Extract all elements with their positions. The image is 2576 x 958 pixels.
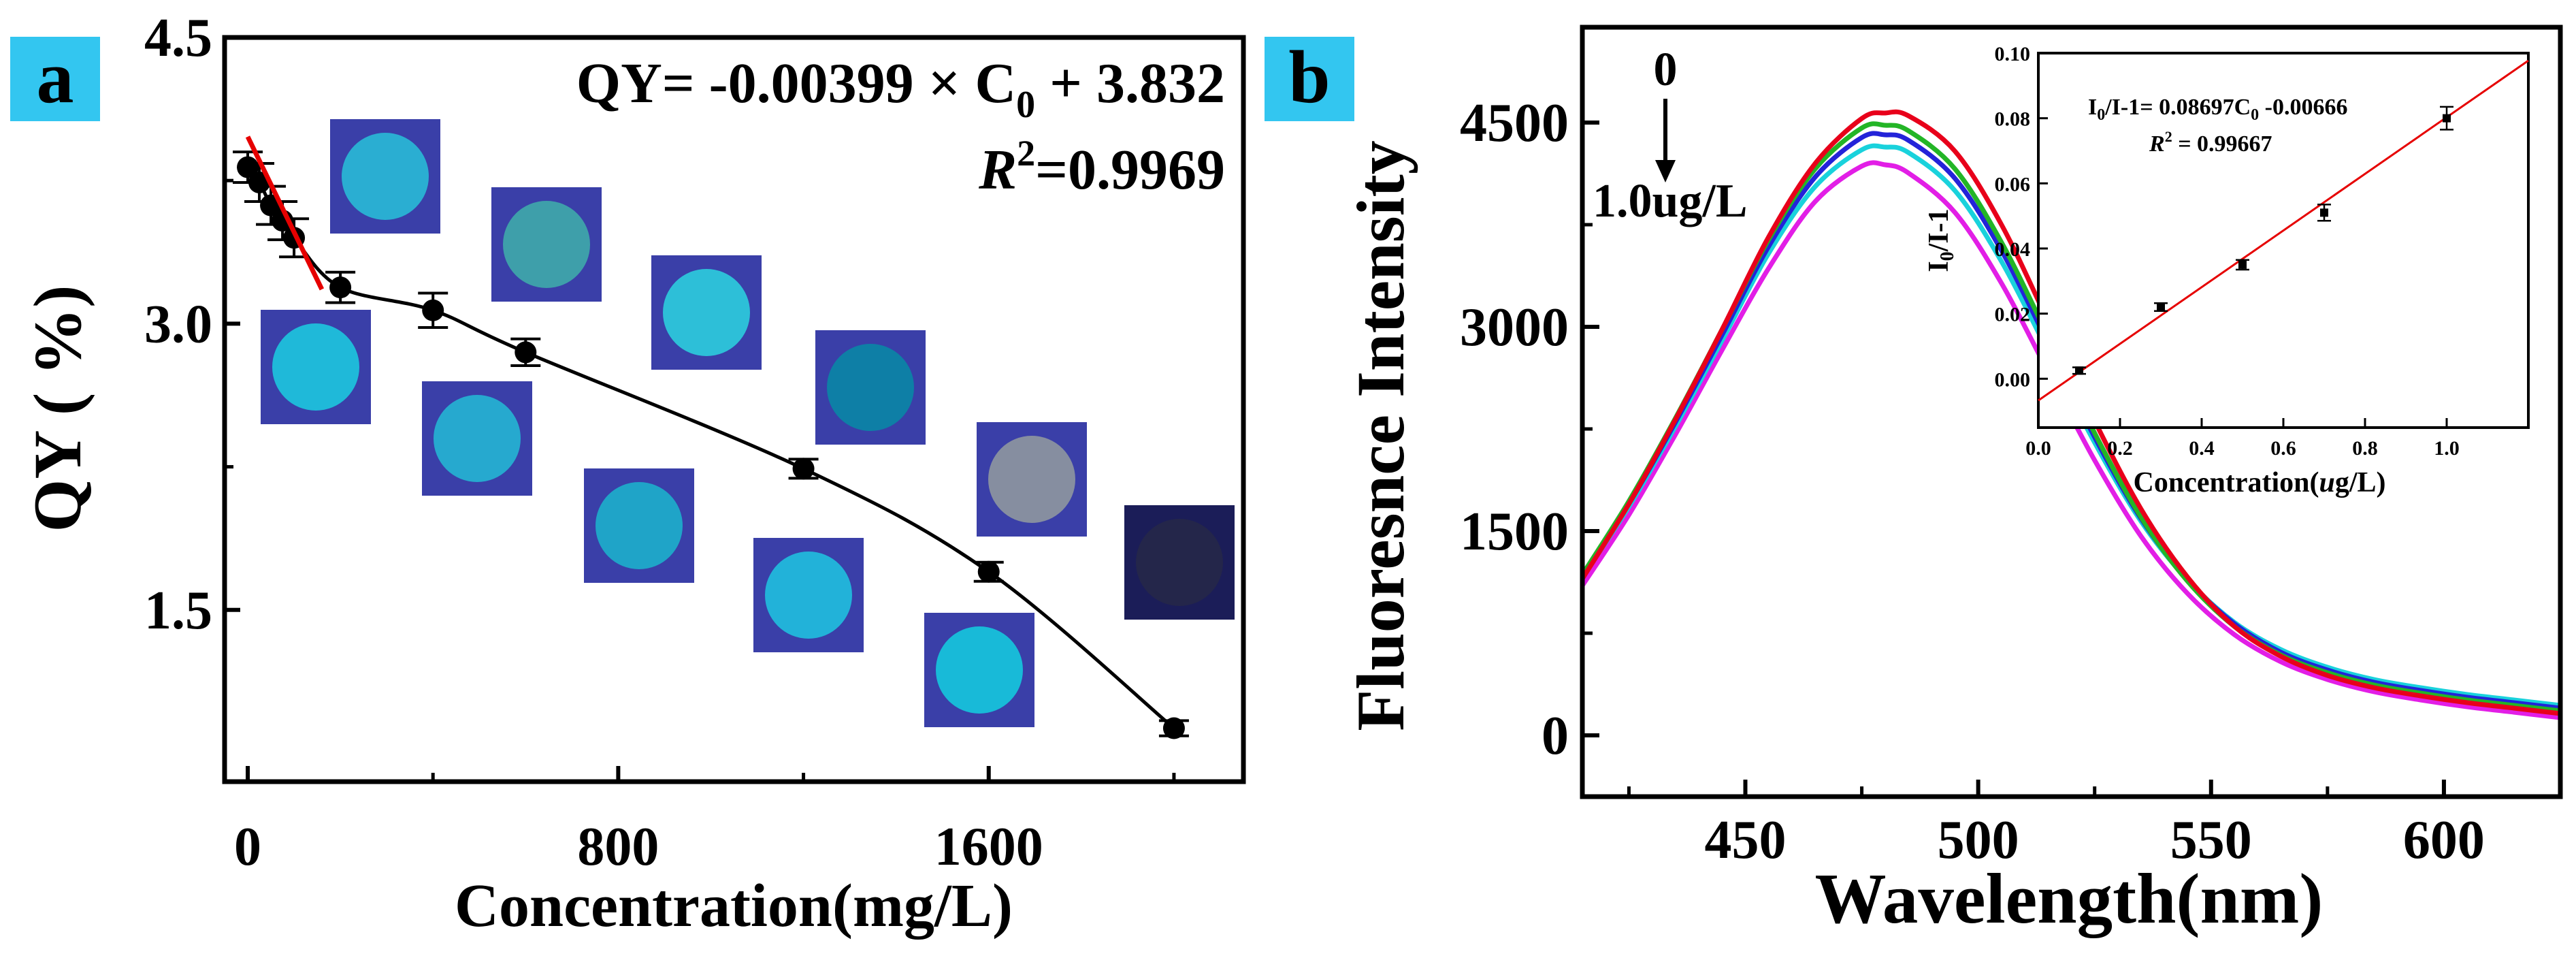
y-tick-label-a: 1.5 xyxy=(144,581,212,641)
data-point-a xyxy=(1162,717,1185,739)
plot-frame-b xyxy=(1580,25,2563,799)
photo-swatch-disc xyxy=(434,395,521,482)
y-tick-label-a: 4.5 xyxy=(144,8,212,68)
axes-a: 0 800 1600 1.5 3.0 4.5 xyxy=(144,8,1176,877)
photo-swatch-disc xyxy=(988,436,1075,523)
x-tick-label-a: 0 xyxy=(234,817,261,877)
x-axis-label-b: Wavelength(nm) xyxy=(1815,859,2324,938)
inset-chart: 0.0 0.2 0.4 0.6 0.8 1.0 0.00 0.02 0.04 0.06 0.08 0.… xyxy=(1923,43,2530,498)
inset-data-point xyxy=(2238,260,2247,269)
data-point-a xyxy=(792,458,815,480)
x-tick-label-b: 600 xyxy=(2403,810,2485,870)
inset-y-tick-label: 0.08 xyxy=(1995,108,2031,131)
photo-swatch-disc xyxy=(272,323,359,411)
photo-swatch-disc xyxy=(596,482,683,569)
photo-swatch-disc xyxy=(765,552,852,639)
x-tick-label-b: 450 xyxy=(1705,810,1787,870)
y-tick-label-a: 3.0 xyxy=(144,294,212,354)
panel-a-label-bg xyxy=(10,37,100,121)
inset-data-point xyxy=(2320,208,2328,217)
inset-x-tick-label: 0.8 xyxy=(2352,437,2378,460)
x-tick-label-a: 800 xyxy=(577,817,659,877)
data-point-a xyxy=(515,341,537,364)
x-tick-label-b: 550 xyxy=(2170,810,2252,870)
data-point-a xyxy=(977,560,1000,583)
spectrum-line xyxy=(1580,131,2561,711)
photo-swatch-disc xyxy=(663,269,750,356)
inset-x-axis-label: Concentration(ug/L) xyxy=(2134,467,2386,498)
panel-a-label: a xyxy=(37,35,74,118)
series-b xyxy=(1580,109,2561,720)
photo-swatch-disc xyxy=(342,133,429,220)
inset-x-tick-label: 0.4 xyxy=(2189,437,2215,460)
x-tick-label-a: 1600 xyxy=(934,817,1043,877)
panel-b: b 450 500 550 600 0 1500 3000 4500 0 1.0ug/L Wa… xyxy=(1265,25,2563,938)
y-tick-label-b: 1500 xyxy=(1460,502,1569,562)
inset-series xyxy=(2038,59,2529,402)
inset-y-tick-label: 0.04 xyxy=(1995,238,2031,261)
inset-data-point xyxy=(2443,114,2451,123)
equation-a: QY= -0.00399 × C0 + 3.832 xyxy=(576,52,1225,126)
inset-y-tick-label: 0.10 xyxy=(1995,43,2031,65)
inset-x-tick-label: 0.6 xyxy=(2270,437,2296,460)
panel-b-label: b xyxy=(1288,35,1330,118)
inset-y-tick-label: 0.02 xyxy=(1995,304,2031,326)
panel-b-label-bg xyxy=(1265,37,1354,121)
inset-x-tick-label: 0.2 xyxy=(2107,437,2133,460)
x-axis-label-a: Concentration(mg/L) xyxy=(455,872,1013,940)
series-a xyxy=(233,135,1189,739)
data-point-a xyxy=(237,156,259,178)
arrow-label-top: 0 xyxy=(1654,44,1678,96)
inset-y-axis-label: I0/I-1 xyxy=(1923,208,1958,272)
data-point-a xyxy=(329,276,352,299)
spectrum-line xyxy=(1580,160,2561,720)
photo-swatch-disc xyxy=(936,626,1023,714)
photo-swatch-disc xyxy=(827,344,914,431)
inset-x-tick-label: 0.0 xyxy=(2025,437,2051,460)
inset-data-point xyxy=(2157,303,2165,312)
y-tick-label-b: 3000 xyxy=(1460,298,1569,357)
axes-b: 450 500 550 600 0 1500 3000 4500 xyxy=(1460,93,2562,870)
photo-swatch-disc xyxy=(503,201,590,288)
photo-swatch-disc xyxy=(1136,519,1223,606)
inset-r-squared: R2 = 0.99667 xyxy=(2149,128,2272,157)
spectrum-line xyxy=(1580,143,2561,708)
y-axis-label-b: Fluoresnce Intensity xyxy=(1343,140,1418,731)
inset-axes: 0.0 0.2 0.4 0.6 0.8 1.0 0.00 0.02 0.04 0.06 0.08 0.… xyxy=(1995,43,2460,460)
y-axis-label-a: QY ( %) xyxy=(20,285,95,532)
x-tick-label-b: 500 xyxy=(1938,810,2019,870)
plot-frame-a xyxy=(222,35,1246,784)
panel-a: a 0 800 1600 1.5 3.0 4.5 QY= -0.00399 × C0 + … xyxy=(10,8,1246,940)
sample-photo-swatches xyxy=(261,119,1235,727)
y-tick-label-b: 0 xyxy=(1542,706,1569,766)
arrow-label-bottom: 1.0ug/L xyxy=(1593,175,1748,227)
inset-equation: I0/I-1= 0.08697C0 -0.00666 xyxy=(2088,95,2348,124)
spectrum-line xyxy=(1580,109,2561,716)
y-tick-label-b: 4500 xyxy=(1460,93,1569,153)
arrow-head xyxy=(1655,160,1676,182)
inset-y-tick-label: 0.06 xyxy=(1995,173,2031,195)
inset-x-tick-label: 1.0 xyxy=(2434,437,2460,460)
inset-y-tick-label: 0.00 xyxy=(1995,368,2031,391)
r-squared-a: R2=0.9969 xyxy=(978,133,1225,202)
data-point-a xyxy=(422,299,444,321)
inset-data-point xyxy=(2075,366,2083,375)
linear-fit-a xyxy=(245,135,325,291)
